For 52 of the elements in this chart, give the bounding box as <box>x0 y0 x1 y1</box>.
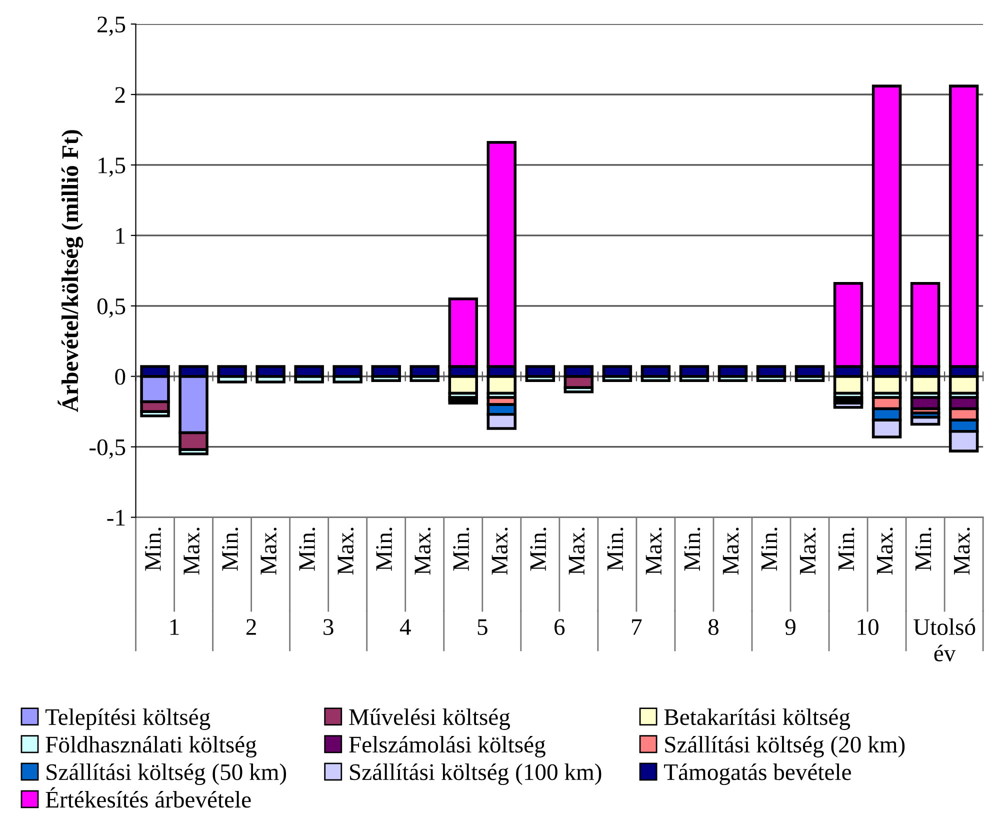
x-tick-label: Min. <box>915 528 932 571</box>
y-tick-label: -0,5 <box>90 439 126 459</box>
x-tick-label: Min. <box>530 528 546 571</box>
x-tick-label: Max. <box>492 528 508 575</box>
text: 2 <box>246 619 256 635</box>
x-tick-label: Min. <box>684 528 700 571</box>
x-tick-label: Max. <box>877 528 893 575</box>
legend-label: Szállítási költség (20 km) <box>665 736 905 758</box>
x-tick-label: Min. <box>838 528 854 571</box>
text: 3 <box>324 619 334 636</box>
x-tick-label: Min. <box>607 528 624 571</box>
y-tick-label: 1 <box>116 228 125 244</box>
x-tick-label: Min. <box>145 528 162 571</box>
text: 7 <box>632 619 642 635</box>
legend-label: Földhasználati költség <box>46 736 256 758</box>
x-tick-label: Min. <box>299 528 316 571</box>
x-tick-label: Max. <box>646 528 662 575</box>
y-tick-label: 0 <box>115 368 126 385</box>
text: 9 <box>785 619 796 636</box>
x-tick-label: Max. <box>260 528 277 575</box>
x-tick-label: Min. <box>453 528 470 571</box>
y-tick-label: 2,5 <box>98 16 126 36</box>
text: 5 <box>478 619 488 636</box>
y-tick-label: 1,5 <box>98 158 126 177</box>
x-tick-label: Max. <box>184 528 200 575</box>
legend-label: Szállítási költség (50 km) <box>46 764 286 786</box>
y-tick-label: 2 <box>115 87 125 103</box>
text: 4 <box>400 619 411 635</box>
x-tick-label: Min. <box>761 528 778 571</box>
x-tick-label: Min. <box>222 528 238 571</box>
legend-label: Telepítési költség <box>46 708 210 730</box>
text: 1 <box>170 619 179 635</box>
x-tick-label: Max. <box>414 528 431 575</box>
text: 6 <box>554 619 565 636</box>
x-tick-label: Max. <box>568 528 585 575</box>
y-tick-label: -1 <box>107 510 125 526</box>
legend-label: Betakarítási költség <box>664 708 850 730</box>
x-tick-label: Min. <box>376 528 392 571</box>
legend-label: Felszámolási költség <box>349 736 546 758</box>
x-tick-label: Max. <box>954 528 970 575</box>
text: Utolsó év <box>914 618 976 662</box>
text: 10 <box>858 619 878 636</box>
x-tick-label: Max. <box>338 528 354 575</box>
legend-label: Művelési költség <box>349 708 510 730</box>
text: 8 <box>708 619 718 636</box>
legend-label: Támogatás bevétele <box>664 764 851 786</box>
legend-label: Értékesítés árbevétele <box>46 787 251 808</box>
x-tick-label: Max. <box>722 528 739 575</box>
y-tick-label: 0,5 <box>97 298 126 318</box>
x-tick-label: Max. <box>800 528 816 575</box>
y-axis-title: Árbevétel/költség (millió Ft) <box>58 130 84 412</box>
legend-label: Szállítási költség (100 km) <box>350 764 602 786</box>
